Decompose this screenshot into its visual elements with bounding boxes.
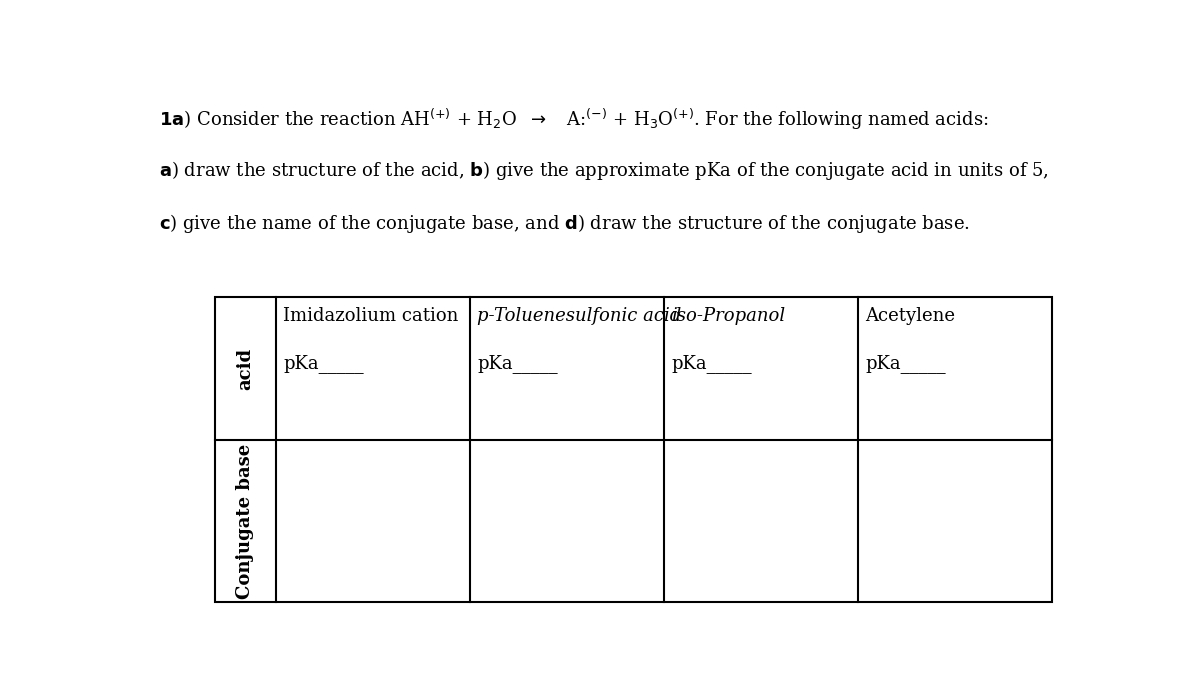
Text: $\mathbf{a}$) draw the structure of the acid, $\mathbf{b}$) give the approximate: $\mathbf{a}$) draw the structure of the … xyxy=(160,160,1049,182)
Text: Conjugate base: Conjugate base xyxy=(236,443,254,599)
Text: pKa_____: pKa_____ xyxy=(283,354,364,374)
Text: p-Toluenesulfonic acid: p-Toluenesulfonic acid xyxy=(478,307,682,325)
Text: iso-Propanol: iso-Propanol xyxy=(671,307,785,325)
Text: pKa_____: pKa_____ xyxy=(671,354,752,374)
Text: $\mathbf{c}$) give the name of the conjugate base, and $\mathbf{d}$) draw the st: $\mathbf{c}$) give the name of the conju… xyxy=(160,213,971,235)
Text: Imidazolium cation: Imidazolium cation xyxy=(283,307,458,325)
Text: $\mathbf{1a}$) Consider the reaction AH$^{(+)}$ + H$_2$O  $\rightarrow$   A:$^{(: $\mathbf{1a}$) Consider the reaction AH$… xyxy=(160,107,989,131)
Bar xyxy=(215,297,1052,602)
Text: pKa_____: pKa_____ xyxy=(478,354,558,374)
Text: acid: acid xyxy=(236,347,254,390)
Text: Acetylene: Acetylene xyxy=(865,307,955,325)
Text: pKa_____: pKa_____ xyxy=(865,354,946,374)
